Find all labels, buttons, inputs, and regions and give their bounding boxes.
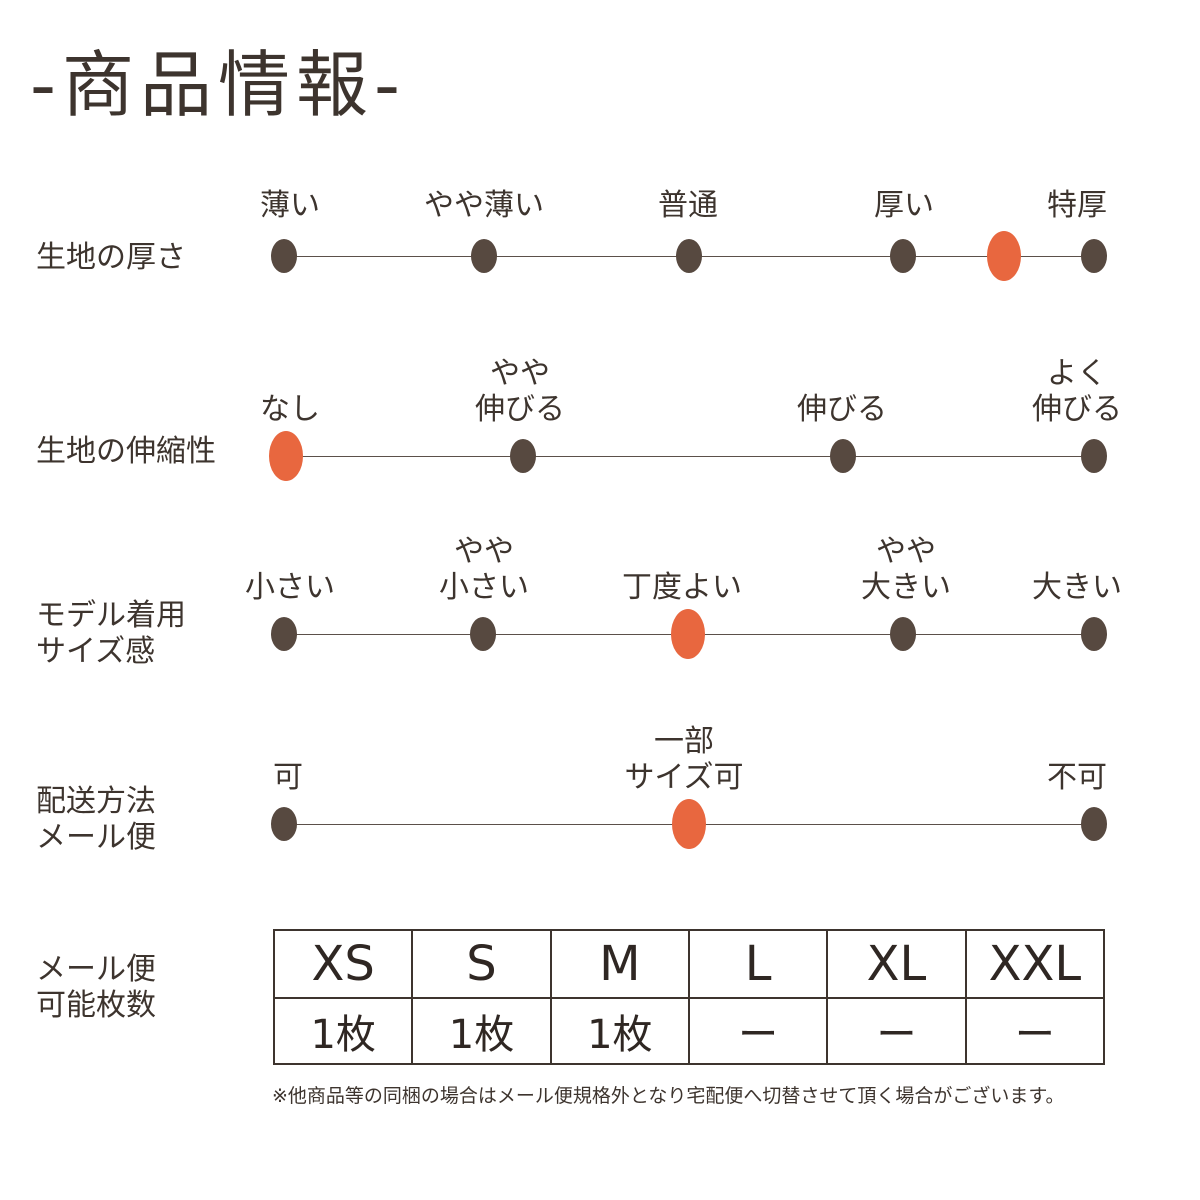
fit-option-label: やや 小さい (439, 534, 529, 605)
thickness-option-label: 普通 (658, 188, 718, 223)
shipping-dot (1081, 807, 1107, 841)
fit-option-label: やや 大きい (861, 534, 951, 605)
shipping-selected-marker (672, 799, 706, 849)
page-title: -商品情報- (30, 43, 406, 127)
shipping-option-label: 一部 サイズ可 (624, 724, 744, 795)
stretch-option-label: 伸びる (797, 392, 887, 427)
count-cell: ー (964, 997, 1106, 1065)
stretch-dot (830, 439, 856, 473)
thickness-option-label: 特厚 (1047, 188, 1107, 223)
thickness-dot (271, 239, 297, 273)
fit-dot (890, 617, 916, 651)
mail-size-table: XS S M L XL XXL 1枚 1枚 1枚 ー ー ー (272, 929, 1106, 1065)
footnote: ※他商品等の同梱の場合はメール便規格外となり宅配便へ切替させて頂く場合がございま… (272, 1085, 1065, 1107)
stretch-option-label: よく 伸びる (1032, 356, 1122, 427)
mail-table-label: メール便 可能枚数 (36, 952, 156, 1023)
stretch-dot (510, 439, 536, 473)
size-cell: XL (826, 929, 967, 999)
count-cell: ー (687, 997, 829, 1065)
fit-option-label: 丁度よい (622, 570, 742, 605)
count-row: 1枚 1枚 1枚 ー ー ー (272, 997, 1106, 1065)
size-header-row: XS S M L XL XXL (272, 929, 1106, 999)
thickness-option-label: やや薄い (424, 188, 544, 223)
count-cell: ー (826, 997, 967, 1065)
thickness-label: 生地の厚さ (36, 240, 186, 275)
fit-option-label: 大きい (1032, 570, 1122, 605)
size-cell: S (411, 929, 552, 999)
fit-selected-marker (671, 609, 705, 659)
shipping-dot (271, 807, 297, 841)
count-cell: 1枚 (549, 997, 690, 1065)
shipping-label: 配送方法 メール便 (36, 784, 156, 855)
stretch-option-label: なし (260, 392, 320, 427)
fit-label: モデル着用 サイズ感 (36, 598, 186, 669)
thickness-selected-marker (987, 231, 1021, 281)
thickness-option-label: 薄い (260, 188, 320, 223)
thickness-dot (890, 239, 916, 273)
stretch-label: 生地の伸縮性 (36, 434, 216, 469)
stretch-track (285, 456, 1095, 457)
thickness-dot (1081, 239, 1107, 273)
thickness-option-label: 厚い (874, 188, 934, 223)
fit-option-label: 小さい (245, 570, 335, 605)
thickness-dot (471, 239, 497, 273)
thickness-dot (676, 239, 702, 273)
fit-dot (271, 617, 297, 651)
count-cell: 1枚 (411, 997, 552, 1065)
size-cell: XS (272, 929, 414, 999)
stretch-option-label: やや 伸びる (475, 356, 565, 427)
shipping-option-label: 不可 (1047, 760, 1107, 795)
stretch-selected-marker (269, 431, 303, 481)
fit-dot (470, 617, 496, 651)
stretch-dot (1081, 439, 1107, 473)
size-cell: L (687, 929, 829, 999)
shipping-option-label: 可 (273, 760, 303, 795)
size-cell: M (549, 929, 690, 999)
fit-dot (1081, 617, 1107, 651)
size-cell: XXL (964, 929, 1106, 999)
count-cell: 1枚 (272, 997, 414, 1065)
